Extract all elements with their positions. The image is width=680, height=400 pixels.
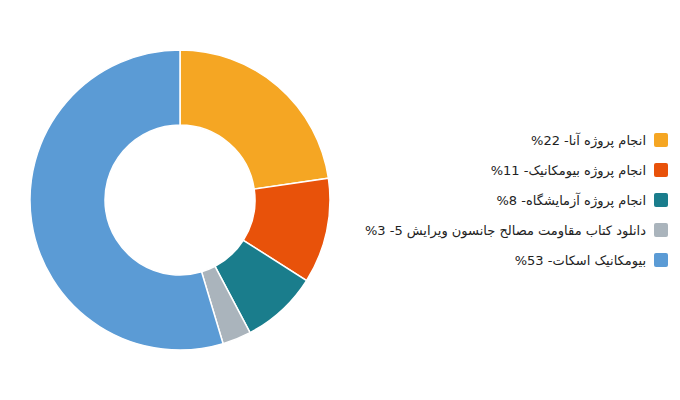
legend-swatch bbox=[654, 193, 668, 207]
legend-swatch bbox=[654, 163, 668, 177]
slices bbox=[30, 50, 330, 350]
legend-swatch bbox=[654, 223, 668, 237]
slice bbox=[30, 50, 223, 350]
chart: انجام پروژه آنا- 22% انجام پروژه بیومکانی… bbox=[0, 0, 680, 400]
legend-label: انجام پروژه آزمایشگاه- 8% bbox=[497, 192, 647, 209]
legend: انجام پروژه آنا- 22% انجام پروژه بیومکانی… bbox=[365, 132, 668, 269]
legend-label: دانلود کتاب مقاومت مصالح جانسون ویرایش 5… bbox=[365, 223, 646, 239]
legend-label: انجام پروژه آنا- 22% bbox=[531, 132, 646, 149]
legend-swatch bbox=[654, 133, 668, 147]
legend-label: بیومکانیک اسکات- 53% bbox=[515, 253, 646, 269]
slice bbox=[180, 50, 328, 189]
legend-label: انجام پروژه بیومکانیک- 11% bbox=[491, 163, 646, 179]
legend-swatch bbox=[654, 253, 668, 267]
